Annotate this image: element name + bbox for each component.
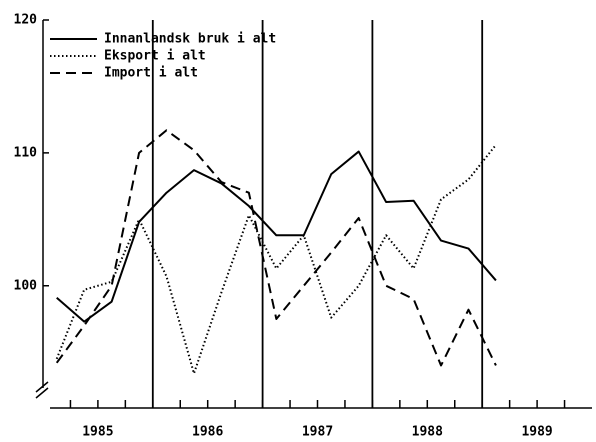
y-tick-label: 100 [14, 278, 38, 293]
legend-label: Import i alt [104, 66, 198, 81]
legend-label: Innanlandsk bruk i alt [104, 32, 276, 47]
y-tick-label: 120 [14, 13, 38, 28]
legend-label: Eksport i alt [104, 49, 206, 64]
x-tick-label: 1986 [192, 425, 223, 440]
series-line [56, 150, 497, 323]
x-tick-label: 1989 [521, 425, 552, 440]
x-tick-label: 1987 [302, 425, 333, 440]
x-tick-label: 1988 [412, 425, 443, 440]
y-tick-label: 110 [14, 145, 38, 160]
series-line [55, 129, 497, 367]
x-tick-label: 1985 [82, 425, 113, 440]
axis-break [35, 381, 49, 399]
series-line [55, 144, 497, 375]
